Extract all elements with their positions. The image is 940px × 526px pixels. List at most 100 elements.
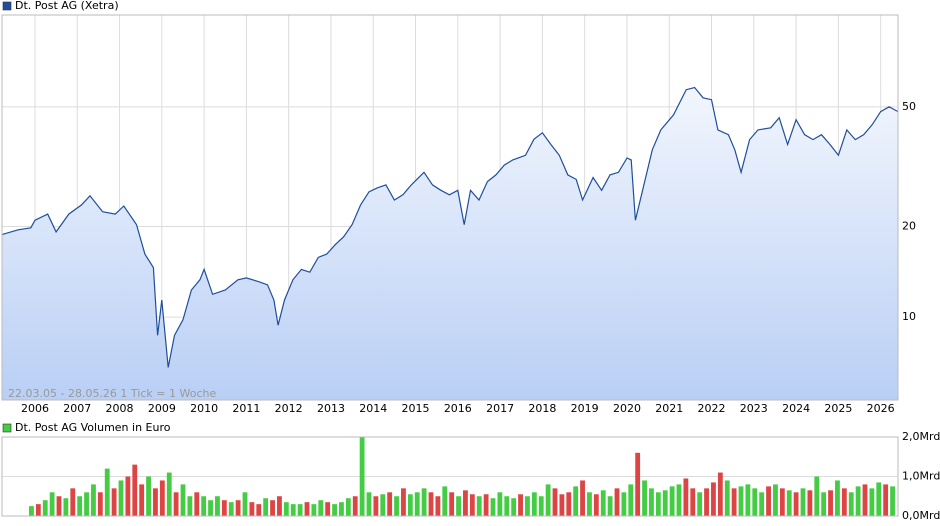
volume-bar [263, 498, 269, 516]
volume-bar [159, 480, 165, 516]
volume-bar [642, 480, 647, 516]
range-note: 22.03.05 - 28.05.26 1 Tick = 1 Woche [8, 387, 216, 400]
volume-bar [407, 494, 413, 516]
y-tick-label: 20 [902, 220, 916, 233]
x-tick-label: 2014 [359, 402, 387, 415]
volume-bar [593, 494, 599, 516]
volume-bar [421, 488, 427, 516]
volume-bar [566, 492, 572, 516]
volume-bar [697, 492, 703, 516]
volume-bar [518, 494, 523, 516]
volume-bar [153, 488, 158, 516]
volume-bar [848, 492, 854, 516]
y-tick-label: 0,0Mrd [902, 509, 940, 522]
panel-title: Dt. Post AG (Xetra) [15, 0, 119, 12]
volume-bar [428, 492, 434, 516]
volume-bar [187, 496, 193, 516]
volume-bar [869, 488, 875, 516]
volume-bar [277, 496, 282, 516]
volume-bar [290, 504, 296, 516]
volume-bar [559, 494, 565, 516]
y-tick-label: 50 [902, 100, 916, 113]
volume-bar [118, 480, 124, 516]
volume-bar [711, 482, 716, 516]
volume-bar [483, 494, 489, 516]
volume-bar [717, 472, 723, 516]
volume-bar [366, 492, 372, 516]
volume-bar [256, 504, 262, 516]
volume-bar [773, 484, 778, 516]
volume-bar [731, 488, 737, 516]
price-panel: Dt. Post AG (Xetra) 10 20 50 2006 2007 2008 200… [1, 0, 916, 415]
volume-bar [373, 496, 379, 516]
volume-bar [628, 484, 634, 516]
x-tick-label: 2010 [190, 402, 218, 415]
volume-bar [304, 502, 310, 516]
volume-bar [235, 500, 241, 516]
volume-bar [587, 492, 592, 516]
volume-bar [401, 488, 406, 516]
volume-bar [91, 484, 96, 516]
x-tick-label: 2015 [402, 402, 430, 415]
x-tick-label: 2026 [867, 402, 895, 415]
volume-bar [42, 500, 48, 516]
x-tick-label: 2013 [317, 402, 345, 415]
volume-bar [97, 492, 103, 516]
x-tick-label: 2024 [782, 402, 810, 415]
volume-bar [132, 464, 138, 516]
x-tick-label: 2011 [232, 402, 260, 415]
volume-bar [821, 492, 827, 516]
volume-bar [414, 492, 420, 516]
volume-bar [352, 496, 358, 516]
volume-bar [104, 468, 110, 516]
volume-bar [614, 488, 620, 516]
x-tick-label: 2018 [528, 402, 556, 415]
volume-bar [862, 484, 868, 516]
x-tick-label: 2016 [444, 402, 472, 415]
volume-bar [84, 492, 89, 516]
x-tick-label: 2025 [824, 402, 852, 415]
volume-bar [635, 452, 641, 516]
volume-bar [215, 496, 220, 516]
volume-bar [449, 492, 455, 516]
volume-bar [29, 506, 34, 516]
volume-bar [359, 437, 365, 516]
volume-bar [380, 494, 386, 516]
volume-bar [573, 486, 579, 516]
volume-bar [669, 486, 675, 516]
x-tick-label: 2019 [571, 402, 599, 415]
volume-bar [793, 492, 799, 516]
volume-bar [242, 492, 248, 516]
volume-bar [580, 480, 585, 516]
price-line [1, 86, 899, 368]
volume-bar [704, 488, 709, 516]
volume-bar [800, 488, 806, 516]
volume-bar [311, 504, 317, 516]
y-tick-label: 10 [902, 310, 916, 323]
volume-bar [125, 476, 131, 516]
volume-bar [890, 486, 895, 516]
volume-bar [600, 490, 606, 516]
volume-bar [394, 496, 399, 516]
volume-bar [835, 480, 840, 516]
volume-bar [552, 488, 558, 516]
volume-bar [173, 492, 179, 516]
volume-bar [270, 500, 275, 516]
x-tick-label: 2021 [655, 402, 683, 415]
volume-bar [228, 502, 234, 516]
volume-bar [766, 486, 771, 516]
volume-bar [221, 500, 227, 516]
volume-bar [490, 498, 496, 516]
volume-bar [814, 476, 820, 516]
volume-bar [469, 494, 475, 516]
volume-bar [435, 496, 441, 516]
volume-bar [77, 496, 83, 516]
legend-swatch [2, 1, 12, 11]
volume-bar [807, 490, 813, 516]
y-tick-label: 1,0Mrd [902, 470, 940, 483]
volume-bar [463, 490, 468, 516]
volume-bar [297, 504, 303, 516]
volume-bar [779, 488, 785, 516]
volume-bar [759, 492, 765, 516]
